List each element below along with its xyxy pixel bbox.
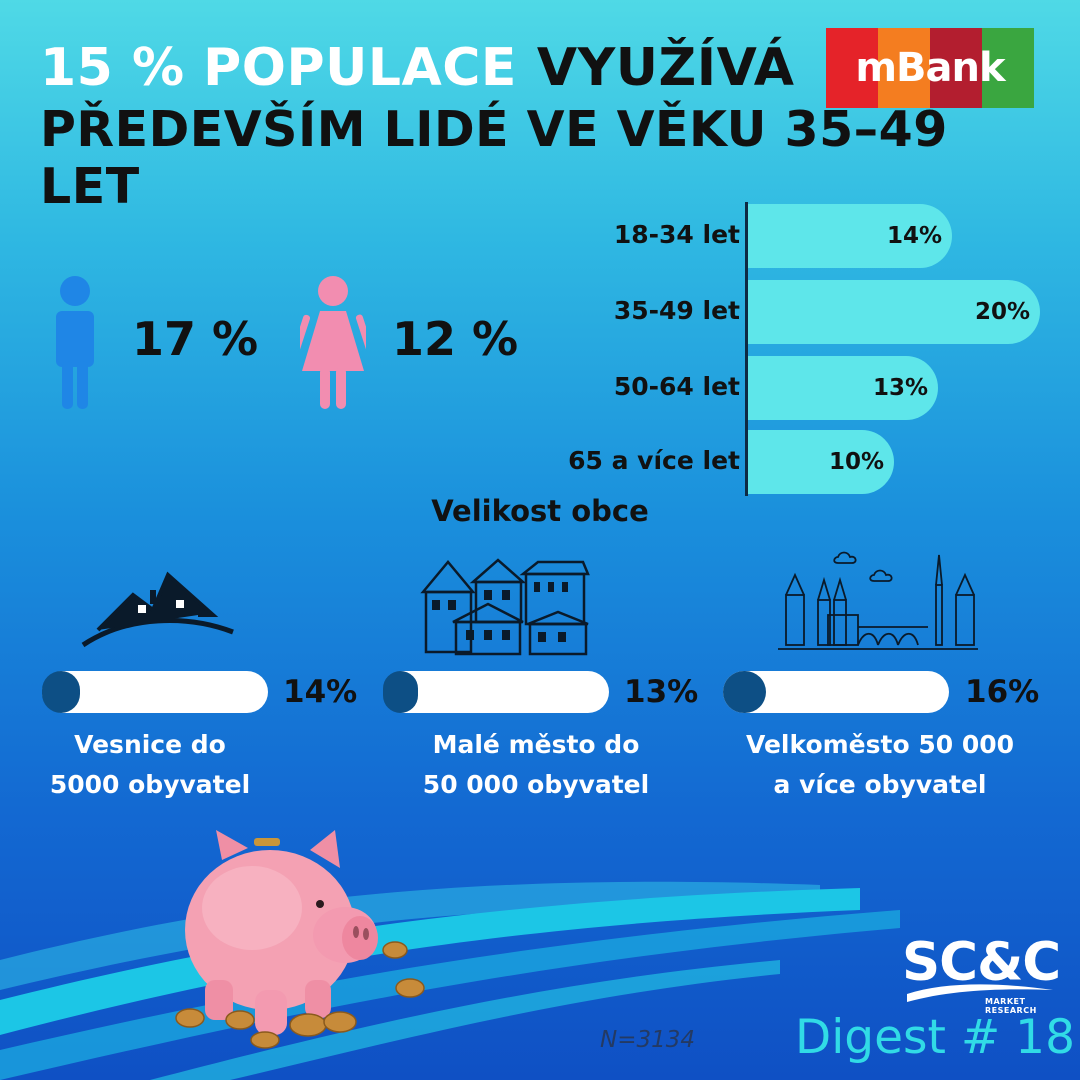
age-chart-axis xyxy=(745,202,748,496)
age-bar: 14% xyxy=(748,204,952,268)
age-bar: 20% xyxy=(748,280,1040,344)
sample-size: N=3134 xyxy=(600,1027,696,1053)
scc-logo-swoosh xyxy=(907,984,1053,1002)
settlement-progress-track xyxy=(723,671,949,713)
settlement-label: Velkoměsto 50 000 a více obyvatel xyxy=(745,730,1015,799)
age-category-label: 50-64 let xyxy=(613,372,740,401)
scc-logo-subtitle: MARKET RESEARCH xyxy=(985,997,1037,1015)
headline-highlight: 15 % POPULACE xyxy=(40,38,517,98)
city-skyline-icon xyxy=(778,551,978,650)
age-bar-value-label: 14% xyxy=(886,223,942,249)
mbank-logo-text: mBank xyxy=(855,45,1005,91)
settlement-value: 16% xyxy=(965,674,1040,710)
settlement-progress-fill xyxy=(723,671,766,713)
female-person-icon xyxy=(300,276,366,409)
small-town-icon xyxy=(420,558,590,656)
scc-logo: SC&C xyxy=(902,932,1061,993)
age-category-label: 35-49 let xyxy=(613,296,740,325)
age-bar-value-label: 13% xyxy=(872,375,928,401)
male-person-icon xyxy=(56,276,94,409)
headline-line1: 15 % POPULACE VYUŽÍVÁ xyxy=(40,28,795,108)
settlement-value: 14% xyxy=(283,674,358,710)
age-category-label: 65 a více let xyxy=(568,446,740,475)
settlement-heading: Velikost obce xyxy=(431,494,649,528)
piggy-bank-illustration xyxy=(175,830,425,1049)
decorative-swoosh xyxy=(0,881,900,1080)
settlement-value: 13% xyxy=(624,674,699,710)
age-category-label: 18-34 let xyxy=(613,220,740,249)
age-bar-value-label: 10% xyxy=(828,449,884,475)
settlement-progress-track xyxy=(42,671,268,713)
male-value: 17 % xyxy=(132,312,259,366)
settlement-progress-track xyxy=(383,671,609,713)
settlement-progress-fill xyxy=(383,671,418,713)
age-bar-value-label: 20% xyxy=(974,299,1030,325)
settlement-label: Malé město do 50 000 obyvatel xyxy=(422,730,650,799)
mbank-logo: mBank xyxy=(826,28,1034,108)
digest-label: Digest # 18 xyxy=(795,1010,1075,1065)
headline-verb: VYUŽÍVÁ xyxy=(536,38,795,98)
age-bar: 13% xyxy=(748,356,938,420)
settlement-progress-fill xyxy=(42,671,80,713)
age-bar: 10% xyxy=(748,430,894,494)
settlement-label: Vesnice do 5000 obyvatel xyxy=(49,730,251,799)
village-house-icon xyxy=(81,571,234,648)
female-value: 12 % xyxy=(392,312,519,366)
headline-line2: PŘEDEVŠÍM LIDÉ VE VĚKU 35–49 LET xyxy=(40,101,948,215)
